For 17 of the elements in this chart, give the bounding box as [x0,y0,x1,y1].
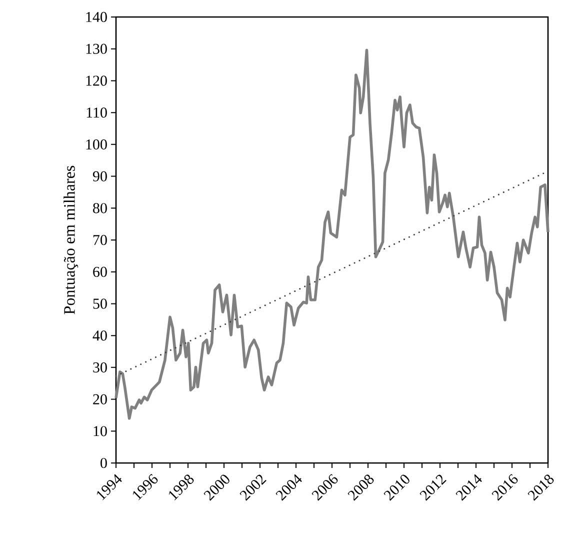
y-tick-label: 30 [93,362,107,372]
y-tick-label: 130 [86,44,107,54]
y-tick-label: 0 [100,458,107,468]
y-tick-label: 40 [92,330,107,341]
y-tick-label: 120 [86,76,107,86]
line-series [114,48,550,420]
y-tick-label: 80 [93,203,107,214]
y-tick-label: 100 [86,139,107,150]
y-tick-label: 60 [93,266,107,277]
y-tick-label: 20 [93,394,107,404]
y-tick-label: 70 [93,234,107,246]
y-tick-label: 140 [86,12,107,22]
y-tick-label: 50 [93,298,107,309]
y-tick-label: 110 [86,108,107,118]
y-tick-label: 90 [92,171,107,182]
y-tick-label: 10 [94,426,107,436]
y-axis-title: Pontuação em milhares [64,166,78,314]
